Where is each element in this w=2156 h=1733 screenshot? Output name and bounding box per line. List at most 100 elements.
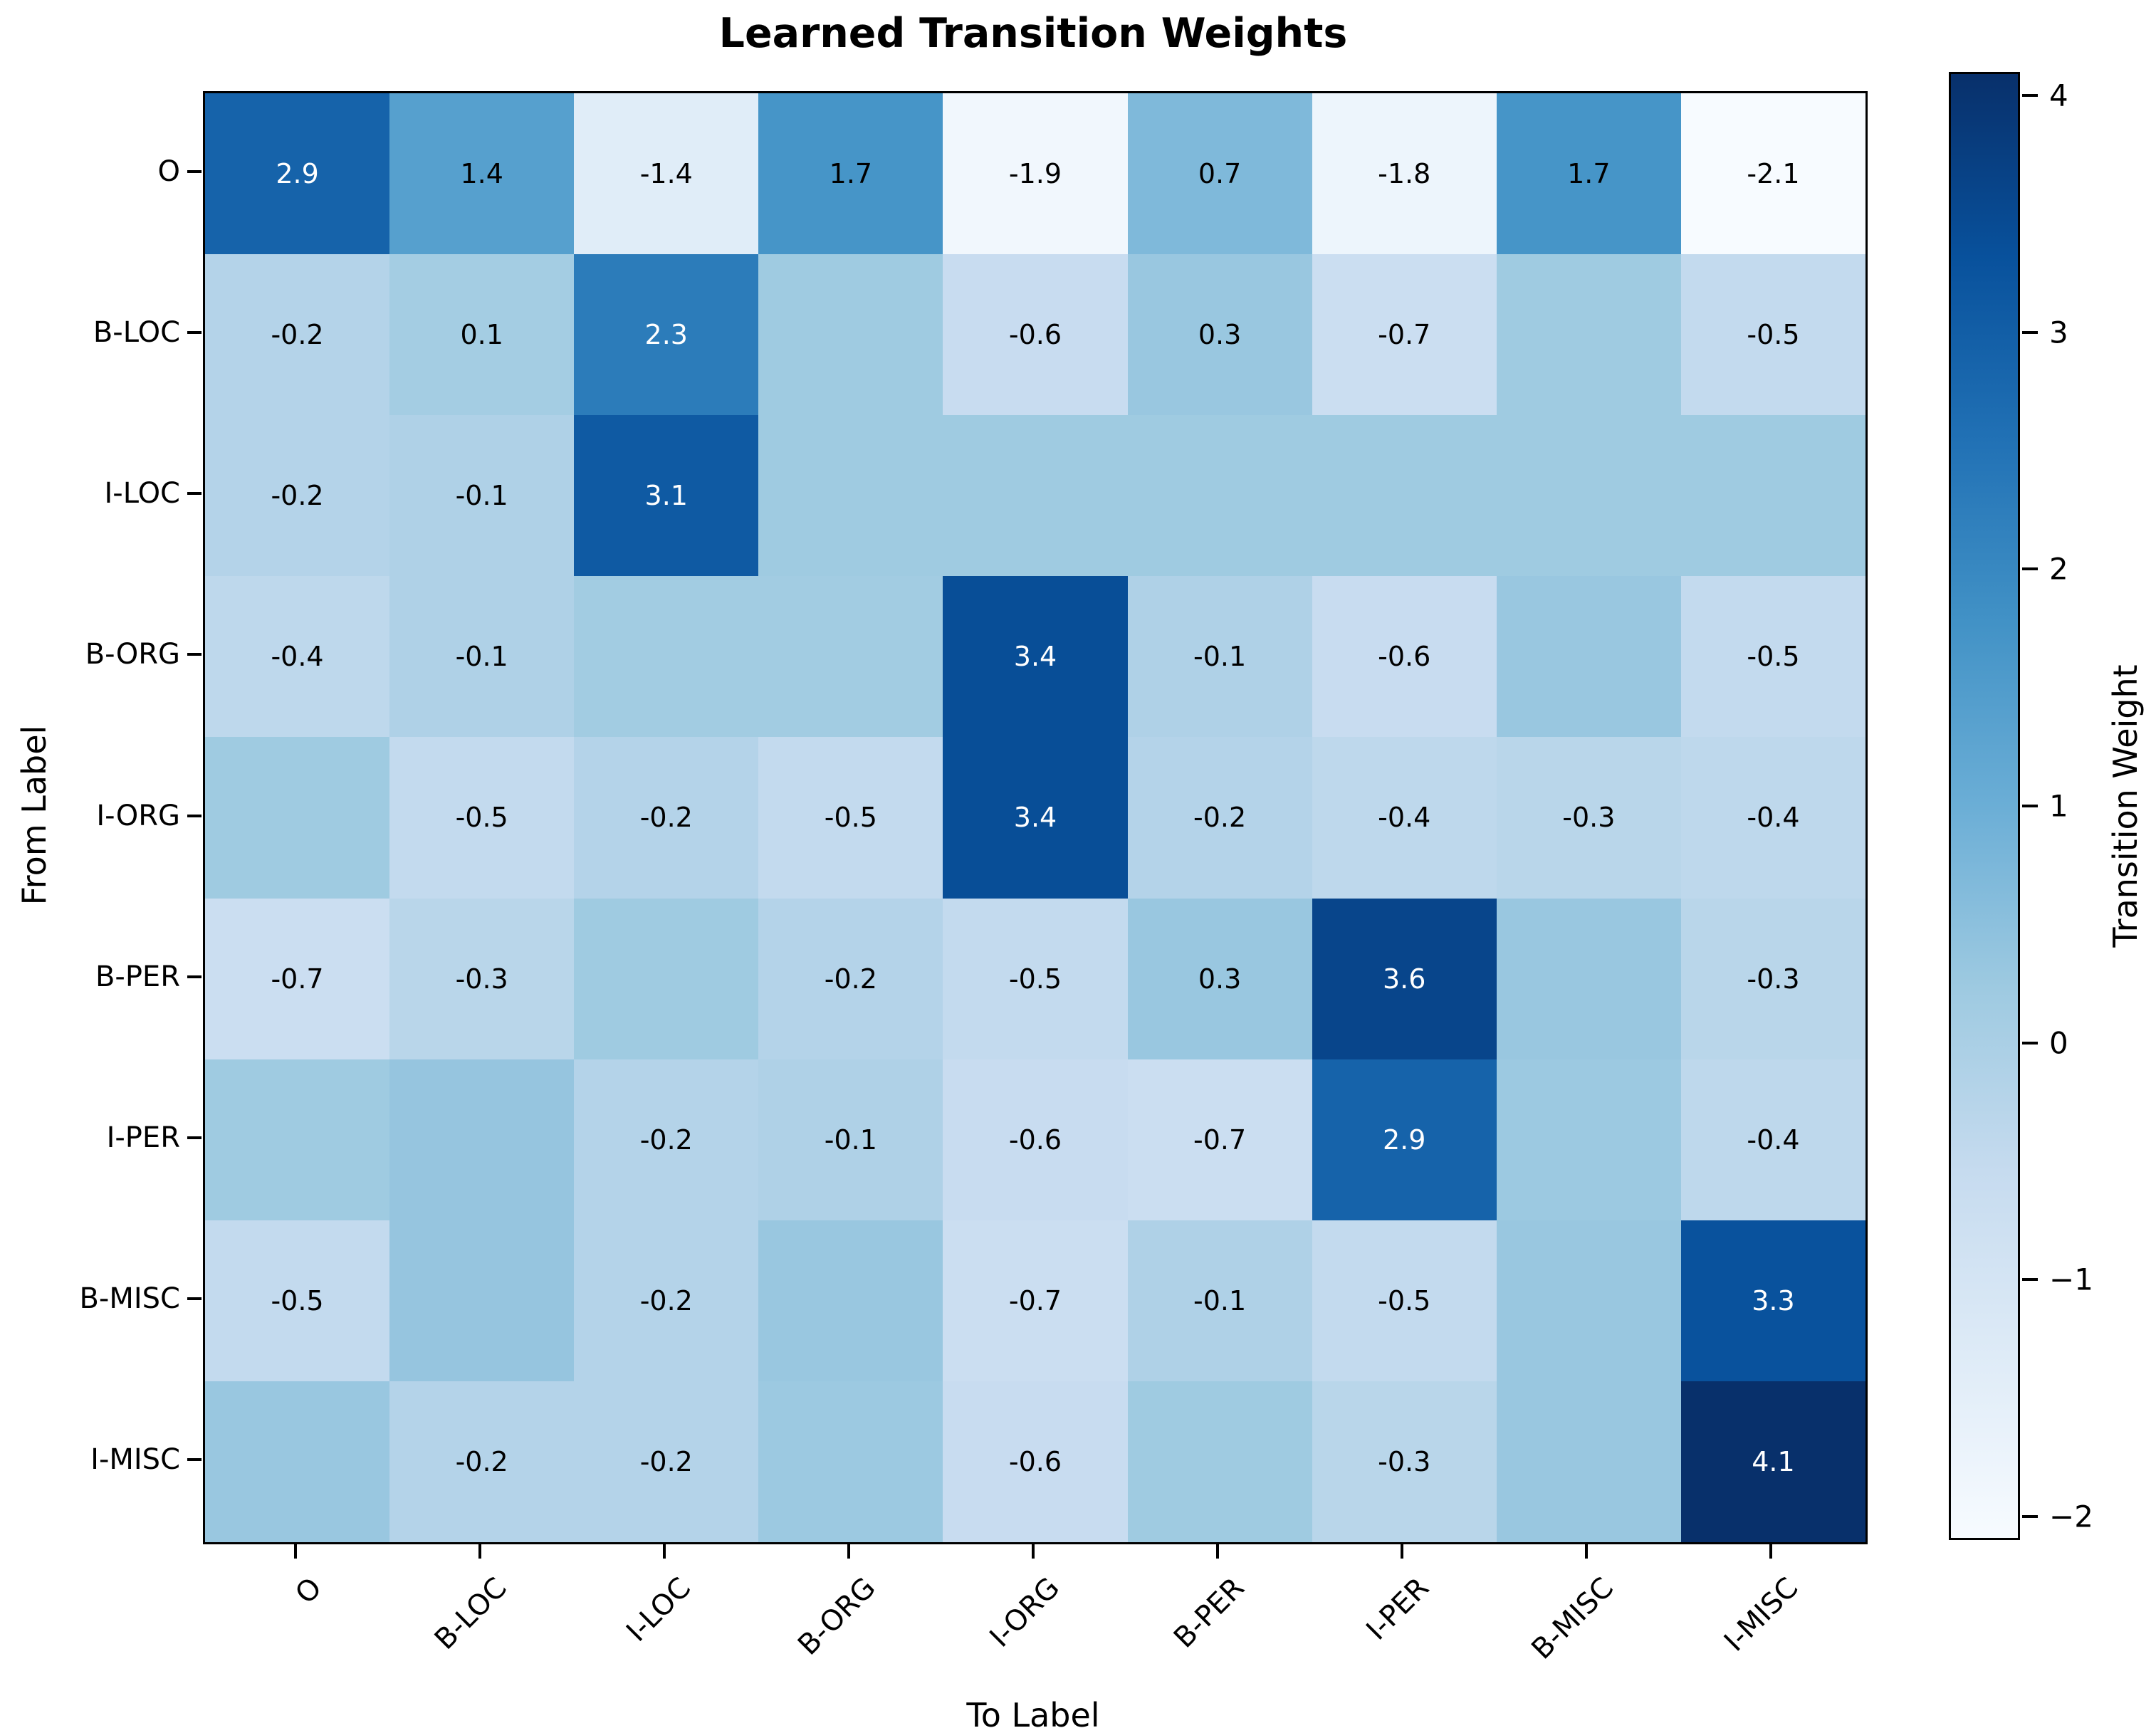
- heatmap-cell: -0.1: [389, 576, 575, 738]
- x-tick-label: B-LOC: [428, 1571, 513, 1656]
- heatmap-cell: -0.2: [574, 737, 759, 899]
- heatmap-cell: -0.4: [1680, 737, 1865, 899]
- heatmap-cell: [1496, 1059, 1681, 1220]
- heatmap-cell: -0.2: [205, 254, 390, 416]
- colorbar-tick-label: 2: [2049, 551, 2068, 587]
- x-tick-label: B-MISC: [1525, 1571, 1620, 1666]
- heatmap-cell: [1496, 1220, 1681, 1381]
- heatmap-cell: [758, 576, 943, 738]
- heatmap-cell: -0.3: [1312, 1381, 1497, 1542]
- heatmap-cell: -0.7: [1312, 254, 1497, 416]
- y-tick-mark: [187, 492, 202, 496]
- heatmap-cell: -1.9: [943, 93, 1128, 255]
- colorbar-tick-label: −1: [2049, 1262, 2093, 1297]
- heatmap-cell: [758, 415, 943, 577]
- x-tick-mark: [662, 1544, 666, 1559]
- heatmap-cell: -0.2: [574, 1381, 759, 1542]
- heatmap-cell: 1.7: [758, 93, 943, 255]
- colorbar: [1949, 72, 2020, 1540]
- y-tick-label: B-PER: [95, 960, 180, 993]
- y-axis-title: From Label: [15, 725, 53, 906]
- heatmap-cell: -0.3: [1680, 898, 1865, 1059]
- y-tick-label: O: [157, 155, 180, 189]
- heatmap-cell: [205, 737, 390, 899]
- x-tick-mark: [478, 1544, 481, 1559]
- y-tick-label: I-PER: [106, 1121, 180, 1154]
- colorbar-tick-mark: [2022, 94, 2038, 98]
- heatmap-cell: -0.6: [1312, 576, 1497, 738]
- heatmap-cell: [758, 1220, 943, 1381]
- heatmap-cell: -0.5: [205, 1220, 390, 1381]
- heatmap-cell: [1312, 415, 1497, 577]
- heatmap-cell: -0.2: [1127, 737, 1312, 899]
- y-tick-label: I-LOC: [104, 477, 180, 511]
- heatmap-cell: -0.3: [389, 898, 575, 1059]
- heatmap-cell: -0.6: [943, 1381, 1128, 1542]
- heatmap-cell: -0.5: [943, 898, 1128, 1059]
- x-tick-label: O: [289, 1571, 329, 1611]
- heatmap-cell: -0.1: [1127, 576, 1312, 738]
- heatmap-cell: 0.1: [389, 254, 575, 416]
- heatmap-grid: 2.9 1.4 -1.4 1.7 -1.9 0.7 -1.8 1.7 -2.1 -0.2 0.1 2.…: [205, 93, 1865, 1542]
- colorbar-tick-label: −2: [2049, 1499, 2093, 1534]
- heatmap-cell: 2.3: [574, 254, 759, 416]
- colorbar-tick-label: 3: [2049, 315, 2068, 350]
- heatmap-cell: [1496, 415, 1681, 577]
- x-tick-label: I-LOC: [620, 1571, 698, 1648]
- heatmap-cell: -0.5: [1680, 254, 1865, 416]
- chart-title: Learned Transition Weights: [718, 10, 1348, 57]
- heatmap-cell: 4.1: [1680, 1381, 1865, 1542]
- heatmap-cell: [1680, 415, 1865, 577]
- heatmap-cell: -0.1: [758, 1059, 943, 1220]
- heatmap-cell: [1496, 1381, 1681, 1542]
- heatmap-cell: [1496, 898, 1681, 1059]
- y-tick-mark: [187, 975, 202, 978]
- heatmap-cell: -0.7: [943, 1220, 1128, 1381]
- x-tick-mark: [1216, 1544, 1220, 1559]
- heatmap-cell: -0.4: [205, 576, 390, 738]
- colorbar-tick-mark: [2022, 1041, 2038, 1044]
- heatmap-cell: 0.3: [1127, 898, 1312, 1059]
- heatmap-cell: [1127, 1381, 1312, 1542]
- heatmap-cell: 1.7: [1496, 93, 1681, 255]
- heatmap-cell: -0.2: [574, 1220, 759, 1381]
- heatmap-cell: 2.9: [205, 93, 390, 255]
- x-tick-mark: [293, 1544, 297, 1559]
- colorbar-tick-mark: [2022, 330, 2038, 334]
- y-tick-label: I-MISC: [90, 1443, 180, 1476]
- heatmap-cell: -1.8: [1312, 93, 1497, 255]
- heatmap-cell: -0.2: [389, 1381, 575, 1542]
- x-tick-mark: [1032, 1544, 1035, 1559]
- colorbar-tick-mark: [2022, 1514, 2038, 1518]
- heatmap-cell: -0.2: [205, 415, 390, 577]
- heatmap-cell: 3.4: [943, 576, 1128, 738]
- heatmap-cell: [389, 1059, 575, 1220]
- heatmap-cell: -0.5: [389, 737, 575, 899]
- y-tick-label: I-ORG: [96, 799, 180, 832]
- y-tick-mark: [187, 814, 202, 817]
- colorbar-tick-label: 4: [2049, 78, 2068, 113]
- heatmap-cell: -0.1: [389, 415, 575, 577]
- heatmap-cell: 0.3: [1127, 254, 1312, 416]
- heatmap-cell: -0.7: [1127, 1059, 1312, 1220]
- heatmap-cell: [758, 1381, 943, 1542]
- heatmap-cell: -0.3: [1496, 737, 1681, 899]
- heatmap-cell: -0.4: [1680, 1059, 1865, 1220]
- colorbar-tick-label: 1: [2049, 788, 2068, 824]
- x-tick-mark: [1401, 1544, 1404, 1559]
- heatmap-plot-area: 2.9 1.4 -1.4 1.7 -1.9 0.7 -1.8 1.7 -2.1 -0.2 0.1 2.…: [203, 91, 1868, 1544]
- heatmap-cell: 3.1: [574, 415, 759, 577]
- y-tick-label: B-LOC: [93, 316, 180, 350]
- heatmap-cell: [205, 1059, 390, 1220]
- x-tick-label: I-MISC: [1717, 1571, 1804, 1658]
- y-tick-mark: [187, 1297, 202, 1300]
- heatmap-cell: -2.1: [1680, 93, 1865, 255]
- heatmap-cell: 3.6: [1312, 898, 1497, 1059]
- y-tick-label: B-MISC: [79, 1282, 180, 1315]
- heatmap-cell: -0.2: [758, 898, 943, 1059]
- heatmap-cell: -1.4: [574, 93, 759, 255]
- heatmap-cell: 3.4: [943, 737, 1128, 899]
- y-tick-mark: [187, 331, 202, 335]
- heatmap-cell: 2.9: [1312, 1059, 1497, 1220]
- y-tick-mark: [187, 1136, 202, 1139]
